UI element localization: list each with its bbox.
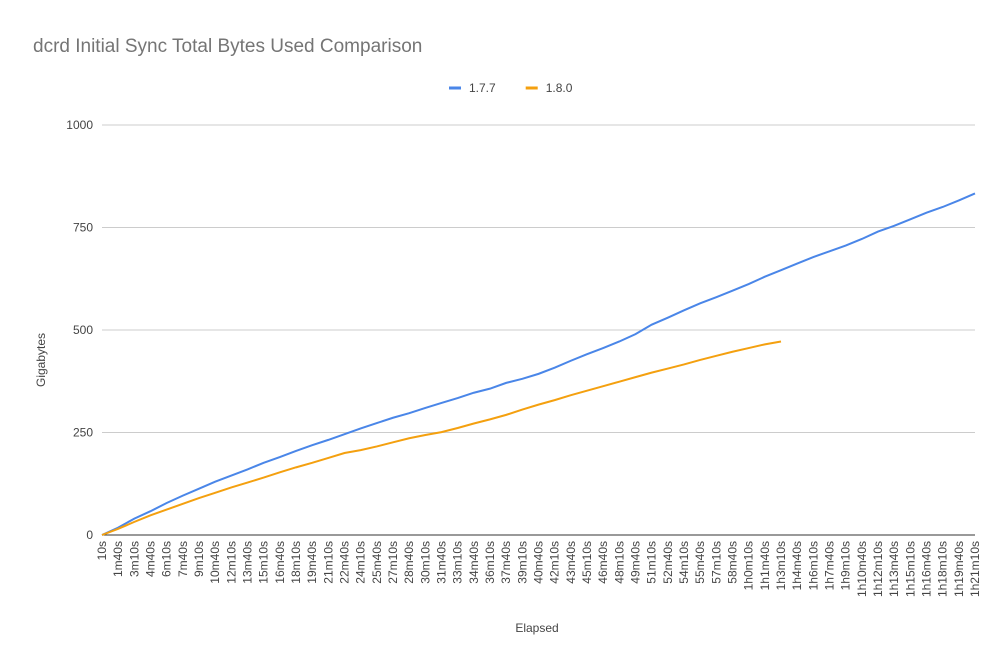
- x-tick-label: 49m40s: [629, 541, 643, 584]
- x-tick-label: 1h19m40s: [952, 541, 966, 597]
- x-tick-label: 1h18m10s: [936, 541, 950, 597]
- x-tick-label: 51m10s: [645, 541, 659, 584]
- x-tick-label: 24m10s: [354, 541, 368, 584]
- x-tick-label: 55m40s: [693, 541, 707, 584]
- x-tick-label: 1m40s: [111, 541, 125, 577]
- x-tick-label: 9m10s: [192, 541, 206, 577]
- x-tick-label: 10m40s: [208, 541, 222, 584]
- x-tick-label: 37m40s: [499, 541, 513, 584]
- x-tick-label: 39m10s: [515, 541, 529, 584]
- series-line: [101, 340, 782, 536]
- x-tick-label: 22m40s: [338, 541, 352, 584]
- x-tick-label: 1h4m40s: [790, 541, 804, 590]
- x-tick-label: 1h6m10s: [806, 541, 820, 590]
- x-tick-label: 42m10s: [548, 541, 562, 584]
- x-tick-label: 1h16m40s: [920, 541, 934, 597]
- x-tick-label: 34m40s: [467, 541, 481, 584]
- x-tick-label: 54m10s: [677, 541, 691, 584]
- y-tick-label: 500: [73, 323, 93, 337]
- y-tick-label: 750: [73, 221, 93, 235]
- x-tick-label: 1h15m10s: [903, 541, 917, 597]
- x-tick-label: 21m10s: [321, 541, 335, 584]
- x-tick-label: 1h10m40s: [855, 541, 869, 597]
- x-tick-label: 16m40s: [273, 541, 287, 584]
- x-tick-label: 1h7m40s: [823, 541, 837, 590]
- x-tick-label: 58m40s: [726, 541, 740, 584]
- x-axis-label: Elapsed: [515, 621, 558, 635]
- x-tick-label: 27m10s: [386, 541, 400, 584]
- x-tick-label: 1h21m10s: [968, 541, 982, 597]
- y-tick-label: 1000: [66, 118, 93, 132]
- chart-title: dcrd Initial Sync Total Bytes Used Compa…: [33, 36, 422, 57]
- x-tick-label: 3m10s: [127, 541, 141, 577]
- x-tick-label: 7m40s: [176, 541, 190, 577]
- x-tick-label: 48m10s: [612, 541, 626, 584]
- x-tick-label: 1h0m10s: [742, 541, 756, 590]
- y-tick-label: 0: [86, 528, 93, 542]
- y-tick-label: 250: [73, 426, 93, 440]
- x-tick-label: 45m10s: [580, 541, 594, 584]
- x-tick-label: 4m40s: [144, 541, 158, 577]
- legend-label: 1.8.0: [546, 81, 573, 95]
- x-tick-label: 40m40s: [532, 541, 546, 584]
- legend-label: 1.7.7: [469, 81, 496, 95]
- y-axis-label: Gigabytes: [34, 333, 48, 387]
- x-tick-label: 25m40s: [370, 541, 384, 584]
- x-tick-label: 15m10s: [257, 541, 271, 584]
- x-tick-label: 1h13m40s: [887, 541, 901, 597]
- x-tick-label: 6m10s: [160, 541, 174, 577]
- x-tick-label: 31m40s: [435, 541, 449, 584]
- x-tick-label: 57m10s: [709, 541, 723, 584]
- x-tick-label: 10s: [95, 541, 109, 560]
- x-tick-label: 1h12m10s: [871, 541, 885, 597]
- x-tick-label: 1h9m10s: [839, 541, 853, 590]
- series-line: [101, 192, 976, 536]
- x-tick-label: 19m40s: [305, 541, 319, 584]
- x-tick-label: 1h1m40s: [758, 541, 772, 590]
- x-tick-label: 13m40s: [241, 541, 255, 584]
- x-tick-label: 28m40s: [402, 541, 416, 584]
- x-tick-label: 1h3m10s: [774, 541, 788, 590]
- x-tick-label: 43m40s: [564, 541, 578, 584]
- x-tick-label: 12m10s: [224, 541, 238, 584]
- x-tick-label: 36m10s: [483, 541, 497, 584]
- x-tick-label: 33m10s: [451, 541, 465, 584]
- x-tick-label: 30m10s: [418, 541, 432, 584]
- x-tick-label: 46m40s: [596, 541, 610, 584]
- x-tick-label: 52m40s: [661, 541, 675, 584]
- x-tick-label: 18m10s: [289, 541, 303, 584]
